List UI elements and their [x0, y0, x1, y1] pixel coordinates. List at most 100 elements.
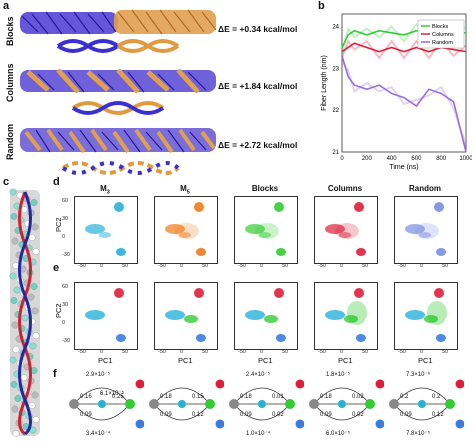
cluster-center [99, 232, 111, 238]
transition-rate-top: 7.3×10⁻⁶ [406, 372, 431, 378]
pca-plot [234, 282, 298, 350]
arc-bottom [153, 403, 211, 421]
transition-rate-left1: 0.2 [400, 394, 409, 400]
transition-rate-top: 2.4×10⁻⁵ [246, 372, 271, 378]
pca-title-text: M [180, 184, 187, 193]
fiber-image-random [20, 128, 216, 175]
cluster-upper [274, 202, 284, 212]
arc-top [73, 387, 131, 405]
pca-plot [154, 282, 218, 350]
cluster-lower [436, 334, 446, 342]
atom-sphere [12, 430, 20, 437]
row-label-columns: Columns [5, 63, 15, 102]
transition-rate-right: 0.25 [112, 394, 124, 400]
state-node-red [455, 379, 464, 389]
cluster-upper [354, 202, 364, 212]
cluster-spread [415, 223, 439, 239]
transition-rate-mid: 6.1×10⁻⁵ [100, 391, 125, 397]
atom-sphere [11, 237, 19, 245]
state-node-green [125, 399, 135, 409]
transition-rate-right2: 0.12 [192, 412, 204, 418]
atom-sphere [11, 321, 19, 329]
atom-sphere [29, 342, 37, 350]
state-node-green [365, 399, 375, 409]
arc-bottom [393, 403, 451, 421]
x-tick-label: 200 [362, 156, 373, 162]
x-tick-label: 0 [340, 349, 344, 355]
pca-title-subscript: 3 [106, 189, 110, 196]
cluster-middle [344, 315, 358, 323]
series-noise-random [341, 61, 467, 147]
cluster-lower [196, 248, 206, 256]
fiber-length-svg: 0 200 400 600 800 1000 21 22 23 24 Time (ns) Fiber … [321, 13, 473, 171]
atom-sphere [10, 297, 18, 304]
cluster-upper [434, 202, 444, 212]
x-tick-label: 50 [122, 349, 129, 355]
x-tick-label: 50 [282, 349, 289, 355]
pca-title-text: Random [409, 184, 441, 193]
y-tick-label: 21 [332, 150, 339, 156]
state-network [69, 379, 144, 429]
state-node-blue [455, 419, 464, 429]
atom-sphere [28, 402, 36, 409]
state-node-red [215, 379, 224, 389]
state-node-green [445, 399, 455, 409]
atom-sphere [21, 314, 29, 322]
x-tick-label: -50 [238, 349, 246, 355]
state-node-cyan [258, 400, 266, 408]
cluster-spread [175, 223, 199, 239]
legend-label-columns: Columns [432, 32, 454, 38]
x-tick-label: -50 [398, 263, 406, 269]
transition-rate-left2: 0.09 [400, 412, 412, 418]
pca-plot [234, 196, 298, 264]
state-node-blue [295, 419, 304, 429]
cluster-center [165, 224, 185, 234]
cluster-lower [116, 334, 126, 342]
x-tick-label: 50 [362, 349, 369, 355]
atom-sphere [32, 248, 40, 255]
x-tick-label: -50 [78, 263, 86, 269]
atom-sphere [31, 307, 39, 315]
pca-plot [394, 196, 458, 264]
atom-sphere [27, 293, 35, 301]
panel-a-label: a [3, 0, 10, 12]
arc-bottom [313, 403, 371, 421]
cluster-middle [424, 315, 438, 323]
pca-column-title: M5 [155, 184, 215, 196]
x-tick-label: -50 [158, 349, 166, 355]
transition-rate-left1: 0.18 [320, 394, 332, 400]
transition-rate-left1: 0.16 [80, 394, 92, 400]
row-label-blocks: Blocks [5, 16, 15, 46]
legend-label-blocks: Blocks [432, 24, 448, 30]
transition-rate-top: 1.8×10⁻⁵ [326, 372, 351, 378]
pc1-label: PC1 [418, 356, 433, 365]
cluster-center [325, 224, 345, 234]
cluster-lower [116, 248, 126, 256]
cluster-center [259, 232, 271, 238]
atom-sphere [13, 286, 21, 294]
pc1-label: PC1 [178, 356, 193, 365]
cluster-center [405, 224, 425, 234]
transition-rate-top: 2.9×10⁻⁵ [86, 372, 111, 378]
state-node-cyan [178, 400, 186, 408]
transition-rate-right1: 0.01 [272, 394, 284, 400]
pca-column-title: Columns [315, 184, 375, 193]
state-node-gray [229, 399, 239, 409]
pca-plot [74, 282, 138, 350]
arc-top [313, 387, 371, 405]
y-tick-label: 0 [62, 320, 66, 326]
fiber-image-vertical [9, 188, 40, 437]
state-node-gray [389, 399, 399, 409]
panel-c-label: c [3, 176, 10, 188]
cluster-upper [194, 288, 204, 298]
transition-rate-left1: 0.18 [160, 394, 172, 400]
transition-rate-right1: 0.15 [192, 394, 204, 400]
transition-rate-left1: 0.18 [240, 394, 252, 400]
y-tick-label: 30 [62, 302, 69, 308]
cluster-center [405, 310, 425, 320]
state-node-gray [69, 399, 79, 409]
y-tick-label: 24 [332, 25, 339, 31]
row-label-random: Random [5, 124, 15, 160]
atom-sphere [30, 283, 38, 290]
state-network [149, 379, 224, 429]
